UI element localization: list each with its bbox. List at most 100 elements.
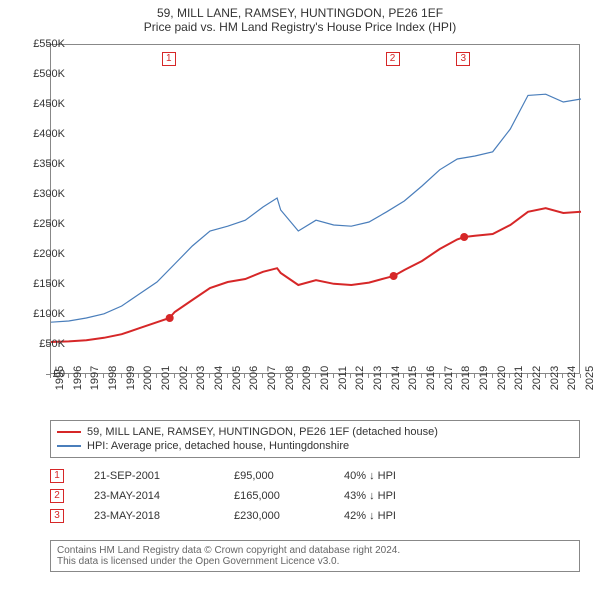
chart-footer: Contains HM Land Registry data © Crown c… (50, 540, 580, 572)
x-axis-tick-mark (156, 374, 157, 378)
x-axis-tick-label: 2006 (248, 366, 260, 390)
sales-row-date: 23-MAY-2018 (94, 510, 234, 522)
footer-line2: This data is licensed under the Open Gov… (57, 556, 573, 567)
chart-title-line1: 59, MILL LANE, RAMSEY, HUNTINGDON, PE26 … (0, 6, 600, 20)
sale-marker-box: 1 (162, 52, 176, 66)
y-axis-tick-label: £150K (20, 278, 65, 290)
y-axis-tick-mark (46, 44, 50, 45)
chart-series-line (51, 208, 581, 342)
x-axis-tick-mark (209, 374, 210, 378)
x-axis-tick-label: 2003 (195, 366, 207, 390)
sale-point-marker (166, 314, 174, 322)
y-axis-tick-mark (46, 104, 50, 105)
y-axis-tick-mark (46, 224, 50, 225)
sales-row: 1 21-SEP-2001£95,00040% ↓ HPI (50, 466, 580, 486)
x-axis-tick-label: 2025 (584, 366, 596, 390)
x-axis-tick-mark (439, 374, 440, 378)
x-axis-tick-mark (474, 374, 475, 378)
x-axis-tick-label: 1997 (89, 366, 101, 390)
sales-row-marker: 1 (50, 469, 64, 483)
legend-row: HPI: Average price, detached house, Hunt… (57, 439, 573, 453)
x-axis-tick-mark (315, 374, 316, 378)
x-axis-tick-mark (421, 374, 422, 378)
x-axis-tick-label: 2009 (301, 366, 313, 390)
y-axis-tick-mark (46, 344, 50, 345)
x-axis-tick-label: 2012 (354, 366, 366, 390)
x-axis-tick-mark (545, 374, 546, 378)
x-axis-tick-mark (527, 374, 528, 378)
x-axis-tick-label: 2004 (213, 366, 225, 390)
x-axis-tick-mark (103, 374, 104, 378)
legend-swatch (57, 445, 81, 446)
y-axis-tick-label: £350K (20, 158, 65, 170)
x-axis-tick-label: 2015 (407, 366, 419, 390)
y-axis-tick-label: £100K (20, 308, 65, 320)
chart-svg (51, 45, 579, 373)
sale-point-marker (460, 233, 468, 241)
legend-row: 59, MILL LANE, RAMSEY, HUNTINGDON, PE26 … (57, 425, 573, 439)
sales-row-date: 23-MAY-2014 (94, 490, 234, 502)
legend-swatch (57, 431, 81, 433)
sales-row-marker: 2 (50, 489, 64, 503)
sales-row: 323-MAY-2018£230,00042% ↓ HPI (50, 506, 580, 526)
x-axis-tick-label: 2010 (319, 366, 331, 390)
x-axis-tick-mark (580, 374, 581, 378)
x-axis-tick-label: 2017 (443, 366, 455, 390)
legend-label: HPI: Average price, detached house, Hunt… (87, 440, 349, 452)
y-axis-tick-label: £300K (20, 188, 65, 200)
x-axis-tick-label: 2022 (531, 366, 543, 390)
sales-row-delta: 42% ↓ HPI (344, 510, 454, 522)
sales-row-price: £165,000 (234, 490, 344, 502)
x-axis-tick-label: 2013 (372, 366, 384, 390)
x-axis-tick-label: 2008 (284, 366, 296, 390)
chart-title-block: 59, MILL LANE, RAMSEY, HUNTINGDON, PE26 … (0, 0, 600, 36)
x-axis-tick-mark (368, 374, 369, 378)
y-axis-tick-mark (46, 194, 50, 195)
y-axis-tick-label: £250K (20, 218, 65, 230)
y-axis-tick-mark (46, 134, 50, 135)
x-axis-tick-mark (227, 374, 228, 378)
x-axis-tick-label: 2016 (425, 366, 437, 390)
y-axis-tick-label: £450K (20, 98, 65, 110)
x-axis-tick-label: 2023 (549, 366, 561, 390)
chart-title-line2: Price paid vs. HM Land Registry's House … (0, 20, 600, 34)
sales-row-delta: 43% ↓ HPI (344, 490, 454, 502)
x-axis-tick-label: 1998 (107, 366, 119, 390)
sale-marker-box: 2 (386, 52, 400, 66)
y-axis-tick-label: £50K (20, 338, 65, 350)
x-axis-tick-mark (562, 374, 563, 378)
x-axis-tick-label: 2007 (266, 366, 278, 390)
x-axis-tick-mark (138, 374, 139, 378)
x-axis-tick-mark (509, 374, 510, 378)
y-axis-tick-mark (46, 284, 50, 285)
x-axis-tick-mark (50, 374, 51, 378)
y-axis-tick-label: £200K (20, 248, 65, 260)
x-axis-tick-mark (68, 374, 69, 378)
sales-row-date: 21-SEP-2001 (94, 470, 234, 482)
sales-row: 2 23-MAY-2014£165,00043% ↓ HPI (50, 486, 580, 506)
sale-point-marker (390, 272, 398, 280)
x-axis-tick-mark (333, 374, 334, 378)
x-axis-tick-label: 2000 (142, 366, 154, 390)
x-axis-tick-mark (297, 374, 298, 378)
x-axis-tick-mark (403, 374, 404, 378)
legend-label: 59, MILL LANE, RAMSEY, HUNTINGDON, PE26 … (87, 426, 438, 438)
x-axis-tick-label: 2011 (337, 366, 349, 390)
x-axis-tick-mark (492, 374, 493, 378)
x-axis-tick-label: 2020 (496, 366, 508, 390)
x-axis-tick-mark (174, 374, 175, 378)
y-axis-tick-mark (46, 74, 50, 75)
x-axis-tick-mark (262, 374, 263, 378)
y-axis-tick-label: £400K (20, 128, 65, 140)
x-axis-tick-label: 1996 (72, 366, 84, 390)
sales-row-delta: 40% ↓ HPI (344, 470, 454, 482)
y-axis-tick-mark (46, 254, 50, 255)
x-axis-tick-label: 2005 (231, 366, 243, 390)
x-axis-tick-label: 2021 (513, 366, 525, 390)
sales-row-price: £230,000 (234, 510, 344, 522)
x-axis-tick-mark (244, 374, 245, 378)
x-axis-tick-label: 2002 (178, 366, 190, 390)
x-axis-tick-label: 1995 (54, 366, 66, 390)
y-axis-tick-mark (46, 314, 50, 315)
sales-row-price: £95,000 (234, 470, 344, 482)
